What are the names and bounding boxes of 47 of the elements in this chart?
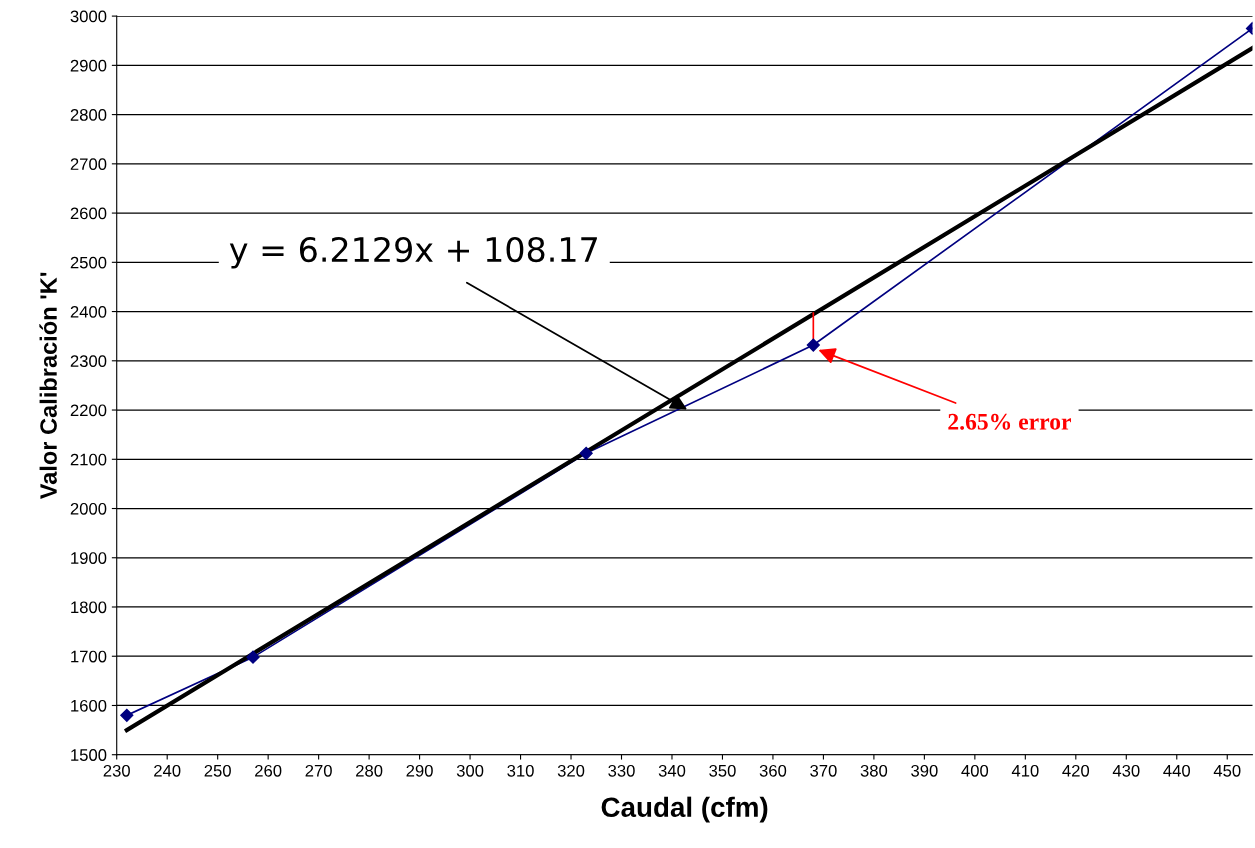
x-tick-label: 360 — [759, 764, 787, 777]
point — [120, 708, 134, 722]
x-tick-label: 270 — [305, 764, 332, 777]
x-tick-label: 310 — [507, 764, 534, 777]
x-tick-label: 320 — [557, 764, 585, 777]
y-tick-label: 1600 — [71, 699, 107, 712]
x-tick-label: 440 — [1163, 764, 1191, 777]
y-tick-label: 2900 — [70, 59, 107, 72]
x-tick-label: 300 — [456, 764, 484, 777]
y-tick-label: 2700 — [70, 158, 107, 171]
x-tick-label: 450 — [1213, 764, 1241, 777]
y-tick-label: 1500 — [71, 749, 107, 761]
y-tick-label: 2200 — [70, 404, 107, 417]
x-tick-label: 330 — [608, 764, 635, 777]
y-axis-title: Valor Calibración 'K' — [39, 272, 57, 500]
y-tick-label: 1800 — [71, 601, 107, 614]
x-tick-label: 420 — [1062, 764, 1090, 777]
x-tick-label: 380 — [860, 764, 888, 777]
y-tick-label: 1900 — [71, 552, 107, 564]
x-tick-label: 410 — [1011, 764, 1039, 777]
x-tick-label: 400 — [961, 764, 989, 777]
x-tick-label: 240 — [154, 764, 181, 777]
y-tick-label: 2300 — [70, 355, 107, 367]
x-tick-label: 370 — [810, 764, 837, 777]
x-tick-label: 250 — [204, 764, 231, 777]
point — [579, 446, 593, 460]
x-tick-label: 260 — [255, 764, 282, 777]
x-tick-label: 280 — [356, 764, 383, 777]
y-tick-label: 2000 — [70, 502, 107, 515]
x-tick-label: 290 — [406, 764, 433, 777]
y-tick-label: 2800 — [70, 108, 107, 121]
x-tick-label: 340 — [658, 764, 686, 777]
x-axis-title: Caudal (cfm) — [601, 796, 768, 823]
x-tick-label: 230 — [103, 764, 130, 777]
point — [246, 650, 260, 664]
x-tick-label: 350 — [709, 764, 736, 777]
x-tick-label: 430 — [1112, 764, 1140, 777]
y-tick-label: 2400 — [70, 305, 107, 318]
annotation: y = 6.2129x + 108.17 — [229, 236, 597, 269]
y-tick-label: 2600 — [70, 207, 107, 220]
y-tick-label: 1700 — [71, 650, 107, 663]
y-tick-label: 2100 — [70, 453, 107, 466]
x-tick-label: 390 — [911, 764, 938, 777]
point — [806, 338, 820, 352]
y-tick-label: 3000 — [70, 10, 107, 23]
y-tick-label: 2500 — [70, 256, 107, 269]
annotation: 2.65% error — [948, 413, 1071, 430]
